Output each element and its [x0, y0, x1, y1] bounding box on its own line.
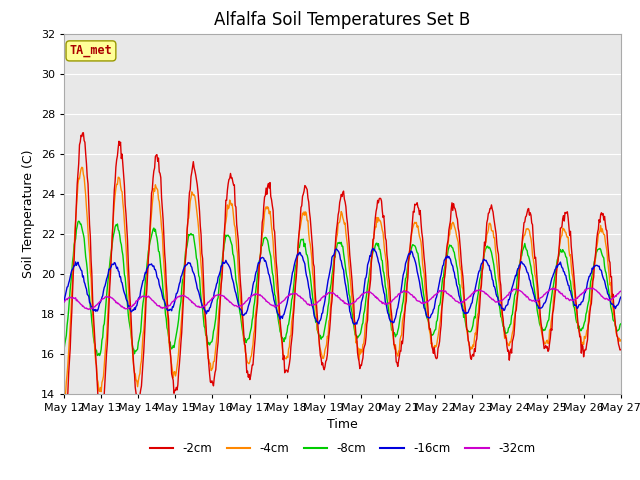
X-axis label: Time: Time [327, 418, 358, 431]
Y-axis label: Soil Temperature (C): Soil Temperature (C) [22, 149, 35, 278]
Text: TA_met: TA_met [70, 44, 112, 58]
Legend: -2cm, -4cm, -8cm, -16cm, -32cm: -2cm, -4cm, -8cm, -16cm, -32cm [145, 437, 540, 460]
Title: Alfalfa Soil Temperatures Set B: Alfalfa Soil Temperatures Set B [214, 11, 470, 29]
